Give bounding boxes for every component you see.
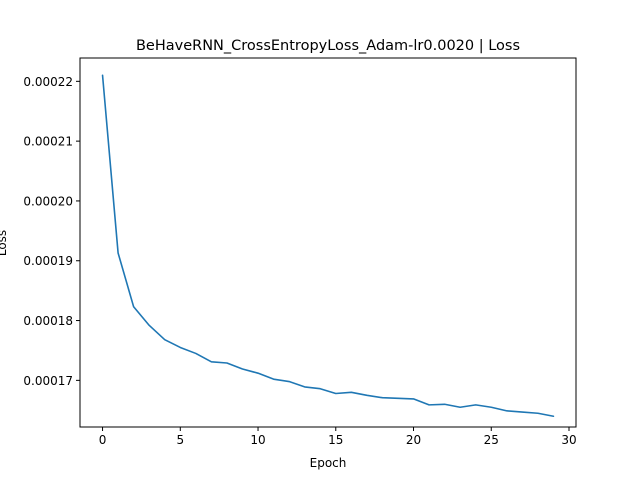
x-tick-label: 10 (250, 433, 265, 447)
y-tick-label: 0.00022 (23, 75, 73, 89)
y-tick-label: 0.00020 (23, 194, 73, 208)
y-axis-label: Loss (0, 230, 9, 256)
y-tick-label: 0.00021 (23, 135, 73, 149)
y-tick-label: 0.00017 (23, 374, 73, 388)
x-tick-label: 0 (99, 433, 107, 447)
x-tick-label: 15 (328, 433, 343, 447)
axes-frame (79, 57, 577, 428)
x-tick-label: 5 (176, 433, 184, 447)
loss-series-line (101, 74, 555, 418)
x-tick-label: 20 (406, 433, 421, 447)
chart-title: BeHaveRNN_CrossEntropyLoss_Adam-lr0.0020… (136, 38, 520, 54)
y-tick-label: 0.00019 (23, 254, 73, 268)
x-tick-label: 30 (561, 433, 576, 447)
plot-area (101, 74, 555, 418)
x-tick-label: 25 (484, 433, 499, 447)
x-axis-label: Epoch (310, 456, 347, 470)
x-axis: 0 5 10 15 20 25 30 (99, 427, 577, 447)
y-tick-label: 0.00018 (23, 314, 73, 328)
y-axis: 0.00017 0.00018 0.00019 0.00020 0.00021 0.000… (23, 75, 80, 388)
